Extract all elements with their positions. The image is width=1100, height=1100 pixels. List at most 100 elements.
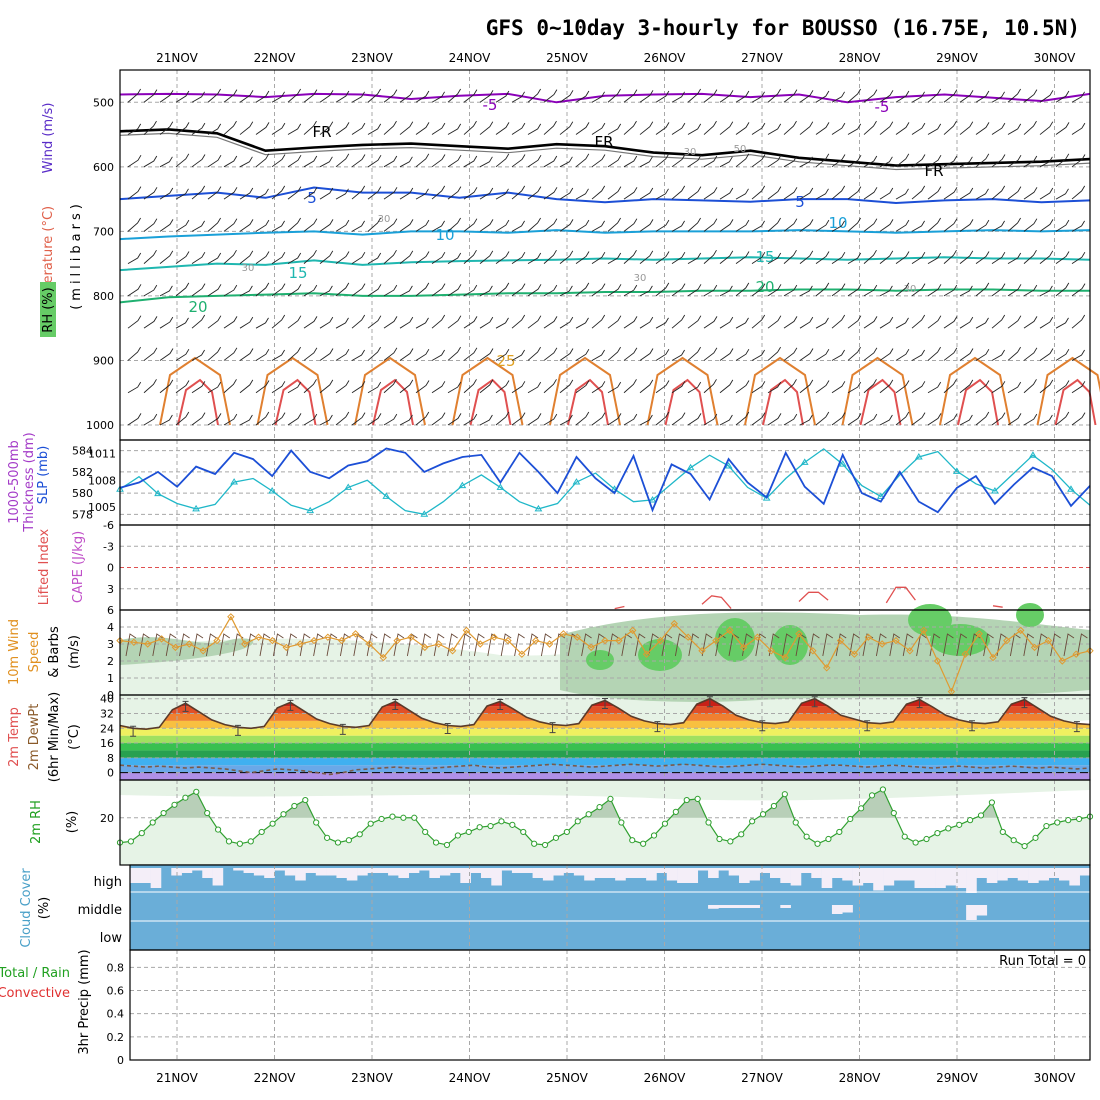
- date-label-top: 24NOV: [449, 51, 491, 65]
- rh-point: [694, 795, 701, 802]
- wind-barb: [255, 411, 270, 426]
- wind-barb: [223, 187, 238, 200]
- wind-barb: [239, 121, 254, 135]
- wind-barb: [991, 185, 1006, 200]
- wind-barb: [460, 633, 472, 657]
- wind-barb: [1055, 219, 1070, 232]
- cloud-high-gap: [656, 868, 668, 873]
- wind-barb: [719, 219, 734, 232]
- tick-label: 1005: [88, 501, 116, 514]
- contour-label: 20: [755, 278, 774, 296]
- slp-point: [306, 506, 315, 514]
- wind-barb: [895, 380, 910, 394]
- wind-barb: [623, 120, 637, 135]
- tick-label: 900: [93, 354, 114, 367]
- wind-barb: [287, 284, 302, 297]
- date-label-top: 23NOV: [351, 51, 393, 65]
- wind-speed-point: [864, 633, 872, 641]
- wind-barb: [831, 349, 845, 361]
- rh-point: [563, 828, 570, 836]
- tick-label: 32: [100, 707, 114, 720]
- wind-barb: [1050, 633, 1061, 657]
- wind-barb: [847, 413, 862, 426]
- wind-speed-point: [684, 633, 692, 641]
- cloud-high-gap: [336, 868, 348, 878]
- temp-minmax-bar: [234, 724, 241, 736]
- wind-barb: [559, 187, 574, 200]
- wind-barb: [511, 185, 526, 200]
- wind-barb: [575, 317, 589, 329]
- wind-barb: [799, 316, 814, 329]
- wind-barb: [223, 379, 237, 394]
- wind-barb: [239, 250, 254, 264]
- wind-barb: [431, 91, 445, 103]
- rh-point: [814, 840, 821, 847]
- wind-barb: [1023, 89, 1038, 103]
- wind-barb: [639, 348, 654, 361]
- wind-barb: [1055, 251, 1070, 265]
- wind-barb: [767, 381, 782, 394]
- wind-barb: [767, 217, 781, 232]
- panel-thickness-slp: 584 582 580 578 1011 1008 1005 1000-500mb Thic…: [7, 432, 1091, 533]
- rh-point: [585, 811, 592, 818]
- wind-barb: [159, 121, 174, 135]
- wind-barb: [655, 348, 670, 361]
- wind-barb: [863, 316, 878, 329]
- slp-point: [724, 461, 733, 469]
- slp-point: [192, 504, 200, 512]
- date-label-top: 30NOV: [1034, 51, 1076, 65]
- contour-label: 10: [828, 214, 847, 232]
- wind-barb: [735, 90, 750, 103]
- wind-barb: [1039, 316, 1054, 329]
- rh-point: [400, 814, 407, 821]
- wind-barb: [975, 282, 990, 297]
- wind-barb: [463, 413, 478, 426]
- contour-label: 30: [634, 273, 647, 284]
- wind-barb: [847, 186, 862, 200]
- wind-barb: [239, 285, 253, 297]
- rh-point: [716, 835, 723, 843]
- wind-barb: [527, 217, 541, 232]
- wind-barb: [1023, 379, 1037, 394]
- slp-point: [154, 489, 162, 497]
- wind-barb: [735, 411, 750, 426]
- wind-barb: [159, 316, 174, 329]
- wind-barb: [623, 218, 638, 232]
- wind-barb: [687, 217, 701, 232]
- temp-contour--5: [119, 92, 1091, 104]
- wind-barb: [207, 123, 222, 135]
- wind-barb: [751, 122, 766, 135]
- rh-point: [422, 828, 429, 836]
- wind-barb: [703, 89, 718, 103]
- wind-barb: [927, 123, 942, 135]
- temp-minmax-bar: [759, 720, 766, 732]
- wind-barb: [127, 123, 142, 135]
- wind-barb: [255, 153, 270, 168]
- rh-point: [302, 796, 309, 804]
- wind-barb: [621, 633, 633, 657]
- wind-barb: [255, 282, 270, 297]
- wind-barb: [287, 413, 302, 426]
- cloud-high-gap: [284, 868, 296, 876]
- date-label-top: 25NOV: [546, 51, 588, 65]
- cloud-high-gap: [687, 868, 699, 883]
- wind-speed-point: [1072, 650, 1080, 658]
- wind-barb: [495, 122, 510, 135]
- wind-barb: [911, 122, 926, 135]
- chart-title: GFS 0~10day 3-hourly for BOUSSO (16.75E,…: [486, 16, 1080, 40]
- wind-barb: [399, 156, 413, 168]
- wind-barb: [159, 379, 174, 394]
- wind-barb: [415, 411, 430, 426]
- cloud-high-gap: [739, 868, 750, 883]
- wind-barb: [591, 412, 606, 426]
- rh-point: [443, 841, 451, 849]
- rh-point: [149, 819, 156, 826]
- wind-barb: [655, 317, 669, 329]
- wind-barb: [895, 153, 910, 168]
- wind-barb: [383, 218, 398, 232]
- wind-barb: [703, 316, 718, 329]
- cloud-high-gap: [419, 868, 430, 871]
- wind-speed-point: [1030, 643, 1039, 652]
- wind-barb: [1039, 348, 1054, 361]
- wind-barb: [367, 88, 381, 103]
